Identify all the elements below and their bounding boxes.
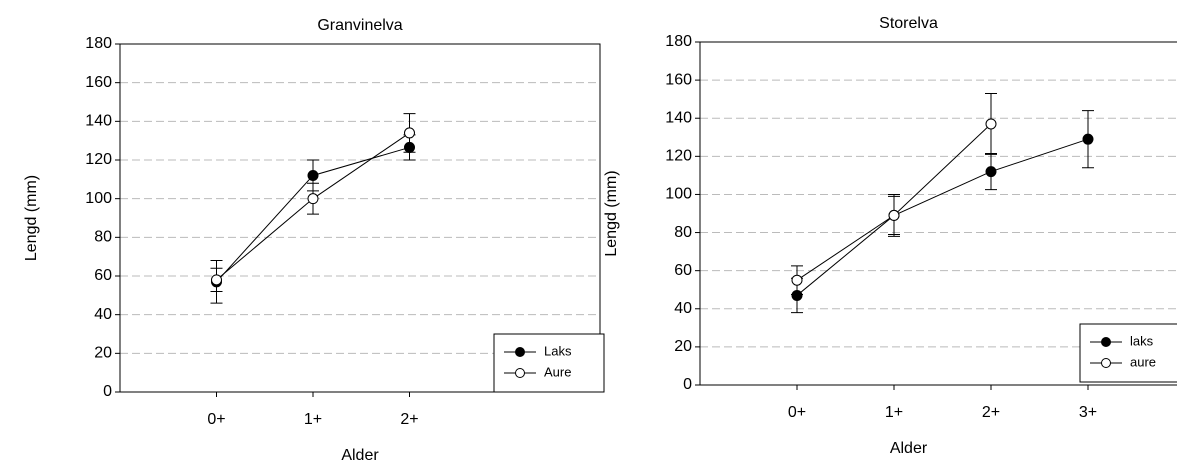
x-tick-label: 1+ — [885, 404, 903, 421]
y-tick-label: 40 — [94, 306, 112, 323]
y-tick-label: 20 — [674, 338, 692, 355]
legend-marker — [515, 347, 525, 357]
x-axis-label: Alder — [890, 440, 928, 457]
legend-marker — [1101, 337, 1111, 347]
y-tick-label: 100 — [85, 190, 112, 207]
legend-box — [493, 333, 605, 393]
y-tick-label: 140 — [665, 109, 692, 126]
x-tick-label: 1+ — [304, 411, 322, 428]
legend-label: Aure — [544, 364, 571, 379]
y-tick-label: 20 — [94, 345, 112, 362]
y-tick-label: 80 — [674, 224, 692, 241]
y-tick-label: 140 — [85, 113, 112, 130]
legend-marker — [515, 368, 525, 378]
data-point — [211, 274, 222, 286]
data-point — [985, 118, 997, 130]
y-tick-label: 80 — [94, 229, 112, 246]
plot-frame — [699, 41, 1177, 386]
data-point — [307, 193, 319, 205]
plot-frame — [119, 43, 601, 393]
data-point — [1082, 133, 1094, 145]
chart-title: Storelva — [879, 15, 938, 32]
y-tick-label: 160 — [665, 71, 692, 88]
series-line — [796, 138, 1089, 296]
x-tick-label: 2+ — [982, 404, 1000, 421]
legend-label: Laks — [544, 343, 572, 358]
y-tick-label: 180 — [665, 33, 692, 50]
x-tick-label: 2+ — [400, 411, 418, 428]
data-point — [888, 209, 900, 221]
y-tick-label: 100 — [665, 186, 692, 203]
x-tick-label: 3+ — [1079, 404, 1097, 421]
legend-label: laks — [1130, 333, 1154, 348]
y-tick-label: 160 — [85, 74, 112, 91]
y-tick-label: 0 — [103, 383, 112, 400]
y-tick-label: 40 — [674, 300, 692, 317]
y-tick-label: 60 — [94, 267, 112, 284]
data-point — [307, 169, 319, 181]
legend-label: aure — [1130, 354, 1156, 369]
legend-box — [1079, 323, 1177, 383]
data-point — [985, 166, 997, 178]
y-tick-label: 120 — [85, 151, 112, 168]
y-tick-label: 120 — [665, 148, 692, 165]
x-axis-label: Alder — [341, 447, 379, 464]
data-point — [791, 274, 803, 286]
legend-marker — [1101, 358, 1111, 368]
x-tick-label: 0+ — [207, 411, 225, 428]
x-tick-label: 0+ — [788, 404, 806, 421]
y-tick-label: 0 — [683, 376, 692, 393]
y-tick-label: 180 — [85, 35, 112, 52]
data-point — [404, 127, 415, 139]
y-tick-label: 60 — [674, 262, 692, 279]
y-axis-label: Lengd (mm) — [603, 170, 620, 256]
chart-title: Granvinelva — [317, 17, 402, 34]
y-axis-label: Lengd (mm) — [23, 175, 40, 261]
